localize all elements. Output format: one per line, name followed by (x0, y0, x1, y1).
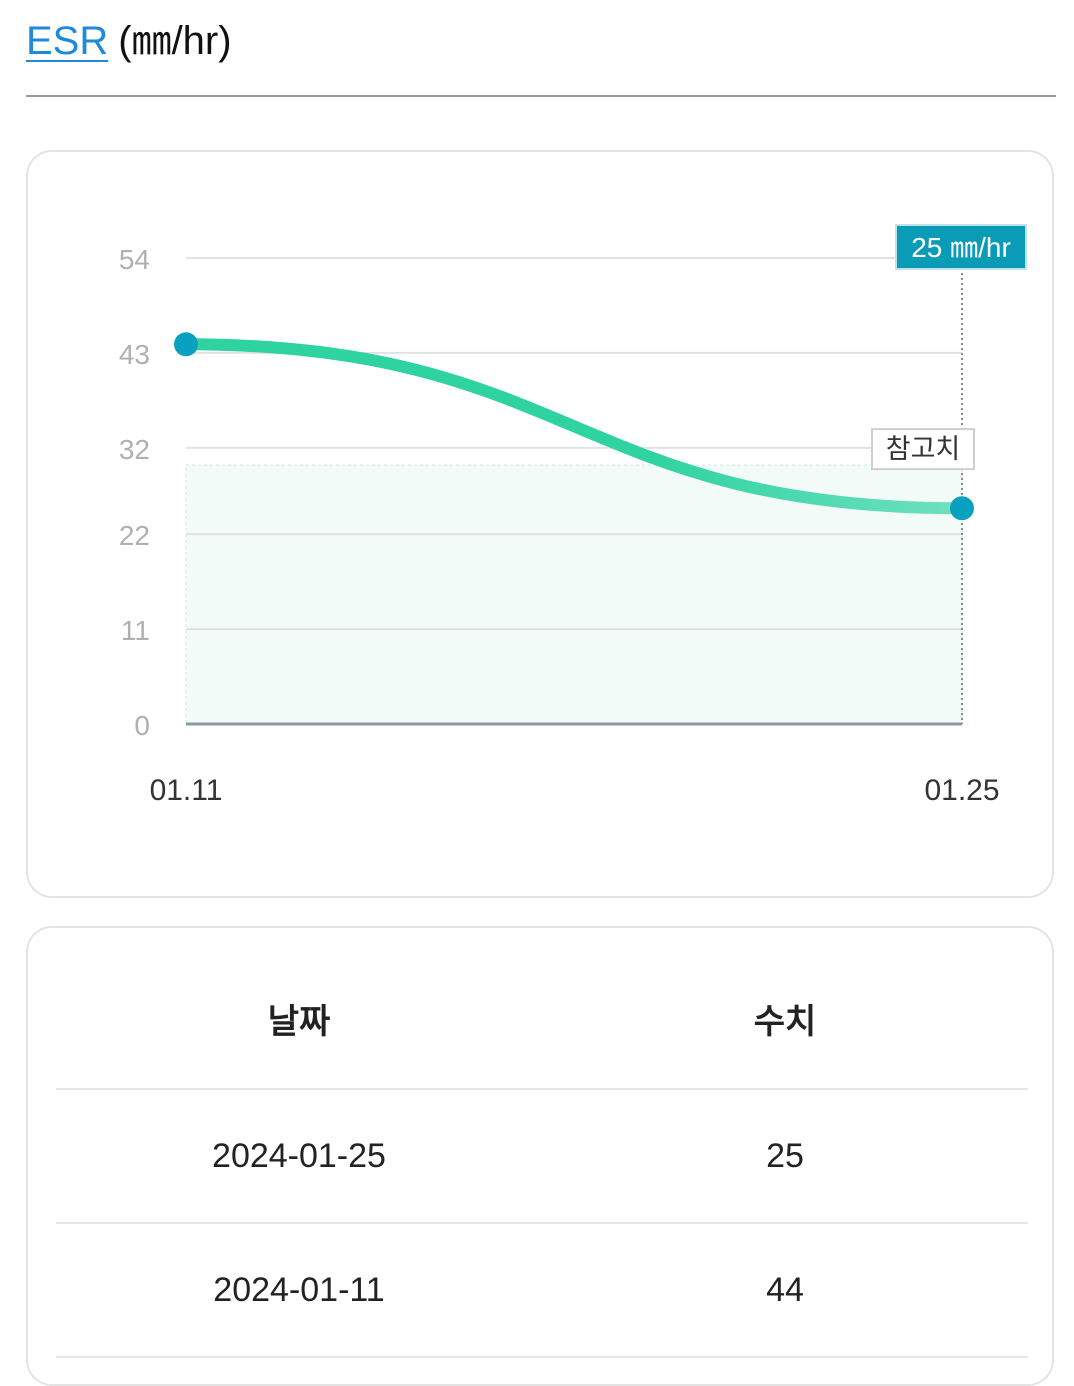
y-tick-label: 22 (119, 520, 150, 551)
reference-label-box (871, 428, 975, 471)
row-value: 25 (542, 1089, 1028, 1224)
y-tick-label: 43 (119, 339, 150, 370)
table-row: 2024-01-11 44 (56, 1223, 1028, 1358)
test-name-link[interactable]: ESR (26, 19, 109, 63)
tooltip-label: 25 ㎜/hr (911, 232, 1011, 263)
test-unit: (㎜/hr) (118, 19, 232, 63)
date-column-header: 날짜 (56, 948, 542, 1090)
x-tick-label: 01.11 (150, 774, 223, 807)
y-tick-label: 11 (121, 615, 150, 646)
table-header-row: 날짜 수치 (56, 948, 1028, 1090)
history-table-card: 날짜 수치 2024-01-25 25 2024-01-11 44 (26, 926, 1054, 1386)
esr-line-chart[interactable]: 0 11 22 32 43 54 01.11 01.25 참고치 25 ㎜/hr (28, 152, 1052, 896)
row-value: 44 (542, 1223, 1028, 1358)
x-tick-label: 01.25 (924, 774, 999, 807)
value-column-header: 수치 (542, 948, 1028, 1090)
chart-card: 0 11 22 32 43 54 01.11 01.25 참고치 25 ㎜/hr (26, 150, 1054, 898)
series-line (180, 338, 968, 515)
reference-label: 참고치 (886, 434, 961, 465)
table-row: 2024-01-25 25 (56, 1089, 1028, 1224)
y-tick-label: 0 (134, 710, 150, 741)
y-tick-label: 54 (119, 244, 150, 275)
data-point[interactable] (950, 496, 974, 521)
data-point[interactable] (174, 332, 198, 357)
row-date: 2024-01-11 (56, 1223, 542, 1358)
y-tick-label: 32 (119, 434, 150, 465)
page-header: ESR (㎜/hr) (26, 8, 232, 68)
row-date: 2024-01-25 (56, 1089, 542, 1224)
reference-band (185, 464, 963, 725)
history-table: 날짜 수치 2024-01-25 25 2024-01-11 44 (56, 948, 1028, 1358)
header-divider (26, 95, 1056, 97)
tooltip-box (895, 224, 1027, 270)
